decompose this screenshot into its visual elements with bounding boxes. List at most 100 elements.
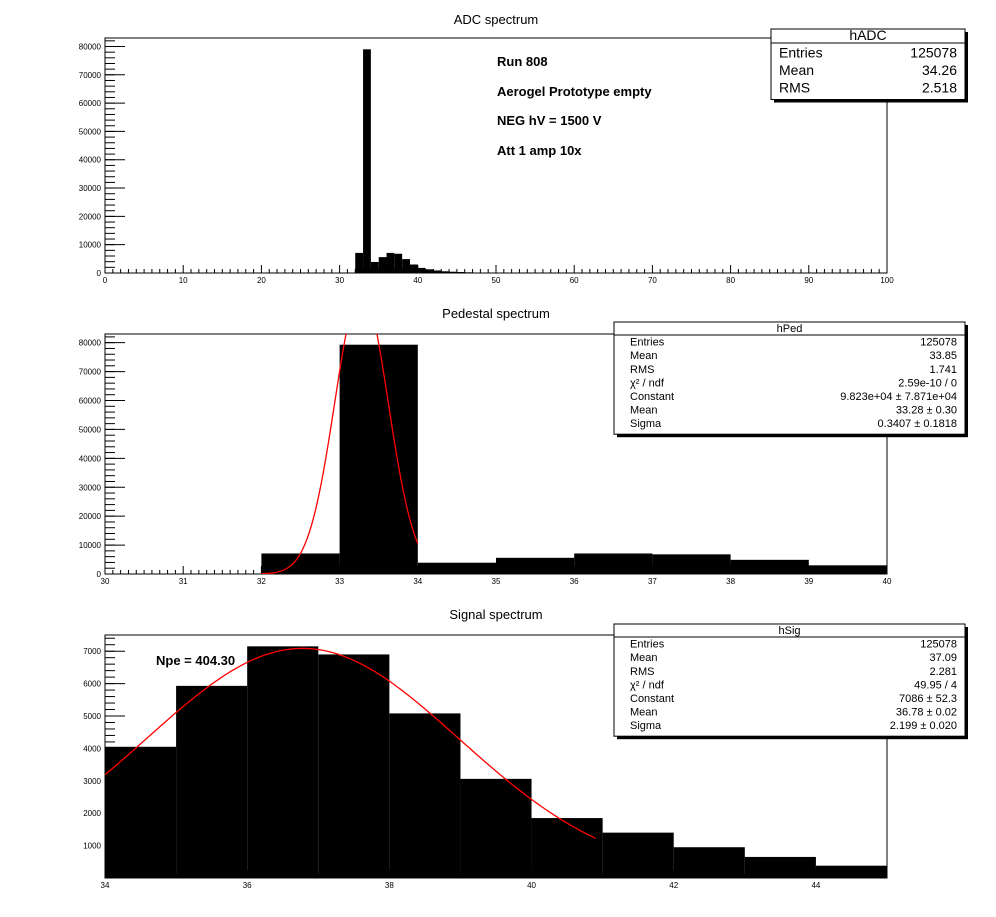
x-tick-label: 20 [257, 276, 266, 285]
x-tick-label: 42 [669, 881, 678, 890]
histogram-bar [602, 832, 674, 878]
histogram-bar [261, 553, 340, 574]
stats-label: RMS [630, 666, 654, 678]
histogram-bar [673, 847, 745, 878]
y-tick-label: 6000 [83, 680, 101, 689]
histogram-bar [176, 685, 248, 878]
histogram-bar [370, 261, 379, 273]
stats-label: RMS [630, 364, 654, 376]
x-tick-label: 34 [101, 881, 110, 890]
stats-value: 125078 [920, 337, 957, 349]
stats-value: 33.85 [929, 350, 957, 362]
stats-value: 0.3407 ± 0.1818 [878, 418, 957, 430]
stats-value: 125078 [920, 639, 957, 651]
y-tick-label: 20000 [79, 212, 102, 221]
histogram-bar [363, 49, 371, 273]
y-tick-label: 70000 [79, 71, 102, 80]
y-tick-label: 30000 [79, 483, 102, 492]
x-tick-label: 37 [648, 577, 657, 586]
stats-box [613, 321, 966, 435]
stats-value: 36.78 ± 0.02 [896, 707, 957, 719]
stats-label: Sigma [630, 418, 662, 430]
histogram-bar [449, 271, 457, 273]
stats-value: 37.09 [929, 652, 957, 664]
y-tick-label: 3000 [83, 777, 101, 786]
x-tick-label: 100 [880, 276, 894, 285]
histogram-bar [417, 267, 426, 273]
histogram-bar [531, 818, 603, 878]
histogram-bar [355, 252, 364, 273]
annotation-text: NEG hV = 1500 V [497, 113, 602, 128]
histogram-bar [496, 557, 575, 574]
y-tick-label: 7000 [83, 647, 101, 656]
x-tick-label: 39 [804, 577, 813, 586]
y-tick-label: 80000 [79, 339, 102, 348]
x-tick-label: 90 [804, 276, 813, 285]
histogram-bar [425, 269, 434, 273]
x-tick-label: 80 [726, 276, 735, 285]
y-tick-label: 60000 [79, 99, 102, 108]
stats-label: Mean [779, 62, 814, 78]
x-tick-label: 40 [883, 577, 892, 586]
histogram-bar [441, 271, 450, 273]
gaussian-fit-curve [105, 647, 596, 839]
histogram-bar [460, 778, 532, 878]
stats-value: 2.281 [929, 666, 957, 678]
stats-label: Mean [630, 350, 658, 362]
x-tick-label: 33 [335, 577, 344, 586]
x-tick-label: 38 [726, 577, 735, 586]
histogram-bar [409, 264, 418, 273]
histogram-bar [744, 856, 816, 878]
histogram-bar [318, 654, 390, 878]
stats-label: RMS [779, 80, 810, 96]
annotation-text: Run 808 [497, 54, 548, 69]
x-tick-label: 70 [648, 276, 657, 285]
histogram-bar [433, 270, 442, 273]
y-tick-label: 0 [97, 269, 102, 278]
stats-value: 49.95 / 4 [914, 679, 957, 691]
histogram-bar [394, 253, 403, 273]
stats-label: Entries [779, 45, 823, 61]
stats-value: 33.28 ± 0.30 [896, 405, 957, 417]
chart-title: Pedestal spectrum [442, 306, 550, 321]
histogram-bar [389, 713, 461, 878]
chart-title: Signal spectrum [449, 607, 542, 622]
stats-label: Mean [630, 652, 658, 664]
annotation-text: Aerogel Prototype empty [497, 84, 652, 99]
stats-label: Constant [630, 693, 674, 705]
stats-value: 2.518 [922, 80, 957, 96]
y-tick-label: 50000 [79, 425, 102, 434]
annotation-text: Npe = 404.30 [156, 653, 235, 668]
y-tick-label: 50000 [79, 127, 102, 136]
histogram-bar [808, 565, 887, 574]
y-tick-label: 10000 [79, 541, 102, 550]
stats-label: χ² / ndf [630, 377, 665, 389]
x-tick-label: 50 [492, 276, 501, 285]
histogram-bar [339, 344, 418, 574]
x-tick-label: 40 [413, 276, 422, 285]
histogram-bar [652, 554, 731, 574]
x-tick-label: 38 [385, 881, 394, 890]
y-tick-label: 40000 [79, 454, 102, 463]
stats-label: Sigma [630, 720, 662, 732]
x-tick-label: 32 [257, 577, 266, 586]
histogram-bar [386, 252, 395, 273]
y-tick-label: 60000 [79, 397, 102, 406]
x-tick-label: 60 [570, 276, 579, 285]
y-tick-label: 5000 [83, 712, 101, 721]
stats-box [613, 623, 966, 737]
x-tick-label: 34 [413, 577, 422, 586]
y-tick-label: 40000 [79, 156, 102, 165]
x-tick-label: 40 [527, 881, 536, 890]
histogram-bar [730, 559, 809, 574]
y-tick-label: 2000 [83, 809, 101, 818]
gaussian-fit-curve [261, 334, 419, 574]
stats-label: Entries [630, 337, 665, 349]
x-tick-label: 36 [570, 577, 579, 586]
stats-value: 7086 ± 52.3 [899, 693, 957, 705]
y-tick-label: 80000 [79, 42, 102, 51]
stats-label: Entries [630, 639, 665, 651]
stats-label: χ² / ndf [630, 679, 665, 691]
